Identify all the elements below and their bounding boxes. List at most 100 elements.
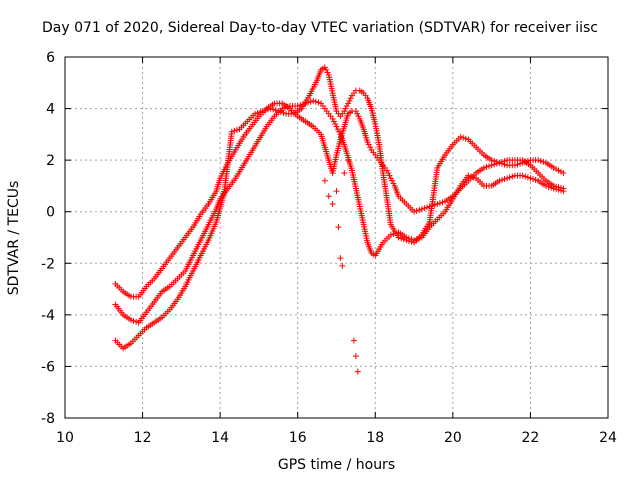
data-point	[336, 128, 343, 135]
data-point	[511, 162, 518, 169]
data-point	[545, 183, 552, 190]
data-point	[267, 105, 274, 112]
data-point	[527, 175, 534, 182]
data-point	[421, 205, 428, 212]
data-point	[365, 141, 372, 148]
data-point	[389, 177, 396, 184]
data-point	[457, 133, 464, 140]
data-point	[323, 66, 330, 73]
data-point	[321, 64, 328, 71]
x-tick-label: 10	[56, 430, 74, 446]
data-point	[231, 127, 238, 134]
data-point	[532, 176, 539, 183]
y-tick-label: 4	[46, 102, 55, 118]
x-tick-label: 22	[522, 430, 540, 446]
data-point	[460, 134, 467, 141]
data-point	[496, 159, 503, 166]
data-point	[228, 128, 235, 135]
data-point	[524, 174, 531, 181]
data-point	[403, 237, 410, 244]
data-point	[345, 100, 352, 107]
data-point	[312, 98, 319, 105]
data-point	[486, 163, 493, 170]
data-point	[350, 337, 357, 344]
data-point	[280, 109, 287, 116]
data-point	[341, 108, 348, 115]
data-point	[434, 200, 441, 207]
data-point	[537, 158, 544, 165]
data-point	[416, 206, 423, 213]
data-point	[339, 262, 346, 269]
data-point	[252, 110, 259, 117]
data-point	[332, 121, 339, 128]
data-point	[354, 368, 361, 375]
data-point	[345, 157, 352, 164]
x-tick-label: 16	[289, 430, 307, 446]
data-point	[294, 102, 301, 109]
data-point	[519, 159, 526, 166]
data-point	[462, 135, 469, 142]
data-point	[493, 158, 500, 165]
data-point	[387, 231, 394, 238]
data-point	[418, 206, 425, 213]
y-tick-label: -4	[41, 308, 55, 324]
data-point	[483, 164, 490, 171]
data-point	[411, 208, 418, 215]
data-point	[337, 255, 344, 262]
y-axis-label: SDTVAR / TECUs	[6, 180, 22, 296]
data-point	[501, 176, 508, 183]
data-point	[390, 180, 397, 187]
data-point	[498, 160, 505, 167]
data-point	[517, 160, 524, 167]
data-point	[431, 201, 438, 208]
data-point	[504, 175, 511, 182]
data-point	[259, 108, 266, 115]
data-point	[367, 144, 374, 151]
x-tick-label: 18	[366, 430, 384, 446]
data-point	[496, 177, 503, 184]
data-point	[281, 104, 288, 111]
data-point	[270, 106, 277, 113]
data-point	[272, 107, 279, 114]
data-point	[262, 107, 269, 114]
data-point	[540, 158, 547, 165]
data-point	[297, 102, 304, 109]
data-point	[386, 172, 393, 179]
data-point	[395, 234, 402, 241]
data-point	[488, 157, 495, 164]
data-point	[347, 95, 354, 102]
data-point	[333, 123, 340, 130]
data-point	[279, 105, 286, 112]
data-point	[277, 109, 284, 116]
data-point	[352, 108, 359, 115]
x-tick-label: 24	[599, 430, 617, 446]
data-point	[321, 177, 328, 184]
data-point	[509, 173, 516, 180]
data-points	[112, 64, 567, 375]
data-point	[400, 236, 407, 243]
data-point	[307, 98, 314, 105]
data-point	[233, 127, 240, 134]
data-point	[398, 235, 405, 242]
data-point	[364, 139, 371, 146]
y-tick-label: -6	[41, 359, 55, 375]
data-point	[488, 162, 495, 169]
data-point	[514, 161, 521, 168]
data-point	[329, 200, 336, 207]
data-point	[355, 113, 362, 120]
data-point	[424, 204, 430, 211]
y-tick-label: 2	[46, 153, 55, 169]
data-point	[491, 158, 498, 165]
data-point	[354, 110, 361, 117]
data-point	[346, 97, 353, 104]
data-point	[341, 170, 348, 177]
data-point	[470, 174, 477, 181]
data-point	[334, 126, 341, 133]
data-point	[130, 317, 137, 324]
y-tick-label: 0	[46, 205, 55, 221]
x-tick-label: 14	[211, 430, 229, 446]
data-point	[343, 102, 350, 109]
grid	[65, 57, 608, 418]
